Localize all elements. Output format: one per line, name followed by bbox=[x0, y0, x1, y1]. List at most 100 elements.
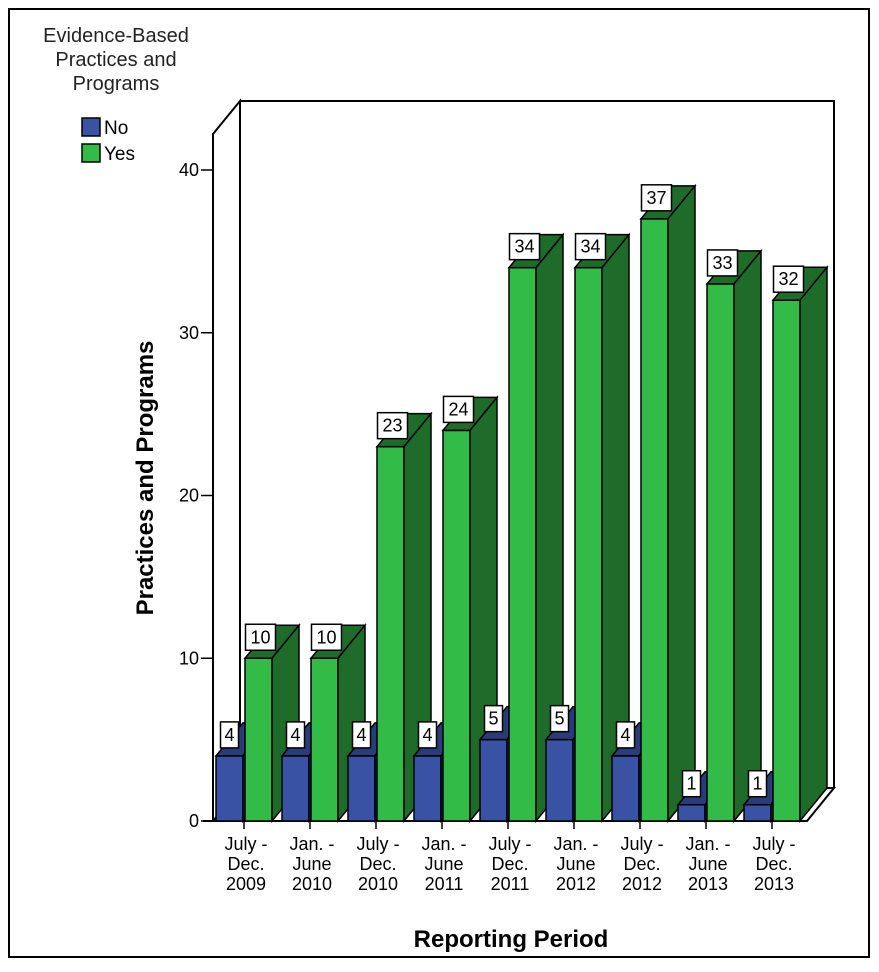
data-label-box bbox=[285, 721, 306, 749]
data-label: 1 bbox=[752, 774, 762, 794]
bar-no bbox=[743, 803, 772, 822]
bar-no bbox=[215, 755, 244, 822]
bar-yes bbox=[310, 657, 339, 822]
y-tick-label: 0 bbox=[189, 811, 199, 831]
data-label-box bbox=[615, 721, 636, 749]
y-tick-label: 20 bbox=[179, 486, 199, 506]
x-tick-label: Dec. bbox=[227, 854, 264, 874]
x-tick-label: June bbox=[292, 854, 331, 874]
data-label: 5 bbox=[554, 709, 564, 729]
bar-no bbox=[545, 738, 574, 822]
x-tick-label: June bbox=[424, 854, 463, 874]
y-tick-label: 40 bbox=[179, 160, 199, 180]
data-label-box bbox=[351, 721, 372, 749]
data-label: 4 bbox=[356, 725, 366, 745]
left-wall bbox=[212, 98, 241, 821]
x-tick-label: July - bbox=[356, 834, 399, 854]
y-axis-title: Practices and Programs bbox=[132, 341, 159, 616]
data-label-box bbox=[219, 721, 240, 749]
data-label: 33 bbox=[712, 253, 732, 273]
data-label-box bbox=[747, 769, 768, 798]
data-label-box bbox=[681, 769, 702, 798]
bar-no bbox=[347, 755, 376, 822]
data-label-box bbox=[640, 184, 673, 212]
bar-yes bbox=[640, 218, 669, 822]
data-label: 10 bbox=[316, 627, 336, 647]
x-tick-label: Dec. bbox=[623, 854, 660, 874]
data-label-box bbox=[772, 265, 805, 293]
x-tick-label: July - bbox=[488, 834, 531, 854]
bar-side-yes bbox=[799, 265, 828, 824]
data-label: 4 bbox=[422, 725, 432, 745]
legend-title: Evidence-Based bbox=[43, 25, 189, 47]
legend-swatch-yes bbox=[81, 143, 101, 163]
data-label: 23 bbox=[382, 416, 402, 436]
x-tick-label: June bbox=[556, 854, 595, 874]
data-label-box bbox=[508, 232, 541, 261]
legend-title: Practices and bbox=[55, 49, 176, 71]
x-tick-label: Jan. - bbox=[685, 834, 730, 854]
x-tick-label: Jan. - bbox=[289, 834, 334, 854]
data-label-box bbox=[706, 249, 739, 277]
bar-yes bbox=[376, 445, 405, 822]
y-tick-label: 30 bbox=[179, 323, 199, 343]
legend-label-yes: Yes bbox=[104, 144, 135, 165]
data-label: 34 bbox=[514, 237, 534, 257]
bar-yes bbox=[574, 266, 603, 822]
bar-no bbox=[611, 755, 640, 822]
data-label-box bbox=[483, 704, 504, 733]
legend-label-no: No bbox=[104, 118, 128, 139]
x-tick-label: 2012 bbox=[622, 874, 662, 894]
x-tick-label: 2010 bbox=[358, 874, 398, 894]
data-label: 24 bbox=[448, 399, 468, 419]
x-axis-title: Reporting Period bbox=[414, 926, 609, 953]
x-tick-label: Dec. bbox=[755, 854, 792, 874]
data-label-box bbox=[310, 623, 343, 651]
bar-no bbox=[281, 755, 310, 822]
x-tick-label: July - bbox=[752, 834, 795, 854]
x-tick-label: July - bbox=[620, 834, 663, 854]
data-label: 5 bbox=[488, 709, 498, 729]
x-tick-label: Dec. bbox=[359, 854, 396, 874]
bar-yes bbox=[442, 429, 471, 822]
x-tick-label: 2012 bbox=[556, 874, 596, 894]
x-tick-label: 2013 bbox=[688, 874, 728, 894]
x-tick-label: 2010 bbox=[292, 874, 332, 894]
data-label: 37 bbox=[646, 188, 666, 208]
x-tick-label: Jan. - bbox=[553, 834, 598, 854]
bar-yes bbox=[508, 266, 537, 822]
data-label-box bbox=[376, 411, 409, 440]
data-label: 34 bbox=[580, 237, 600, 257]
x-tick-label: Jan. - bbox=[421, 834, 466, 854]
legend-title: Programs bbox=[73, 73, 160, 95]
data-label: 32 bbox=[778, 269, 798, 289]
bar-no bbox=[677, 803, 706, 822]
x-tick-label: 2011 bbox=[491, 874, 530, 894]
y-tick-label: 10 bbox=[179, 648, 199, 668]
back-wall bbox=[240, 100, 835, 788]
legend-swatch-no bbox=[81, 117, 101, 137]
data-label: 10 bbox=[250, 627, 270, 647]
x-tick-label: 2011 bbox=[425, 874, 464, 894]
data-label-box bbox=[442, 395, 475, 424]
x-tick-label: 2009 bbox=[226, 874, 266, 894]
data-label: 1 bbox=[686, 774, 696, 794]
x-tick-label: July - bbox=[224, 834, 267, 854]
data-label-box bbox=[549, 704, 570, 733]
bar-yes bbox=[244, 657, 273, 822]
bar-side-yes bbox=[667, 183, 696, 824]
x-tick-label: June bbox=[688, 854, 727, 874]
bar-yes bbox=[706, 283, 735, 822]
bar-side-yes bbox=[733, 248, 762, 824]
data-label: 4 bbox=[290, 725, 300, 745]
data-label-box bbox=[244, 623, 277, 651]
x-tick-label: Dec. bbox=[491, 854, 528, 874]
data-label: 4 bbox=[620, 725, 630, 745]
bar-no bbox=[413, 755, 442, 822]
data-label-box bbox=[574, 232, 607, 261]
x-tick-label: 2013 bbox=[754, 874, 794, 894]
bar-no bbox=[479, 738, 508, 822]
bar-yes bbox=[772, 299, 801, 822]
